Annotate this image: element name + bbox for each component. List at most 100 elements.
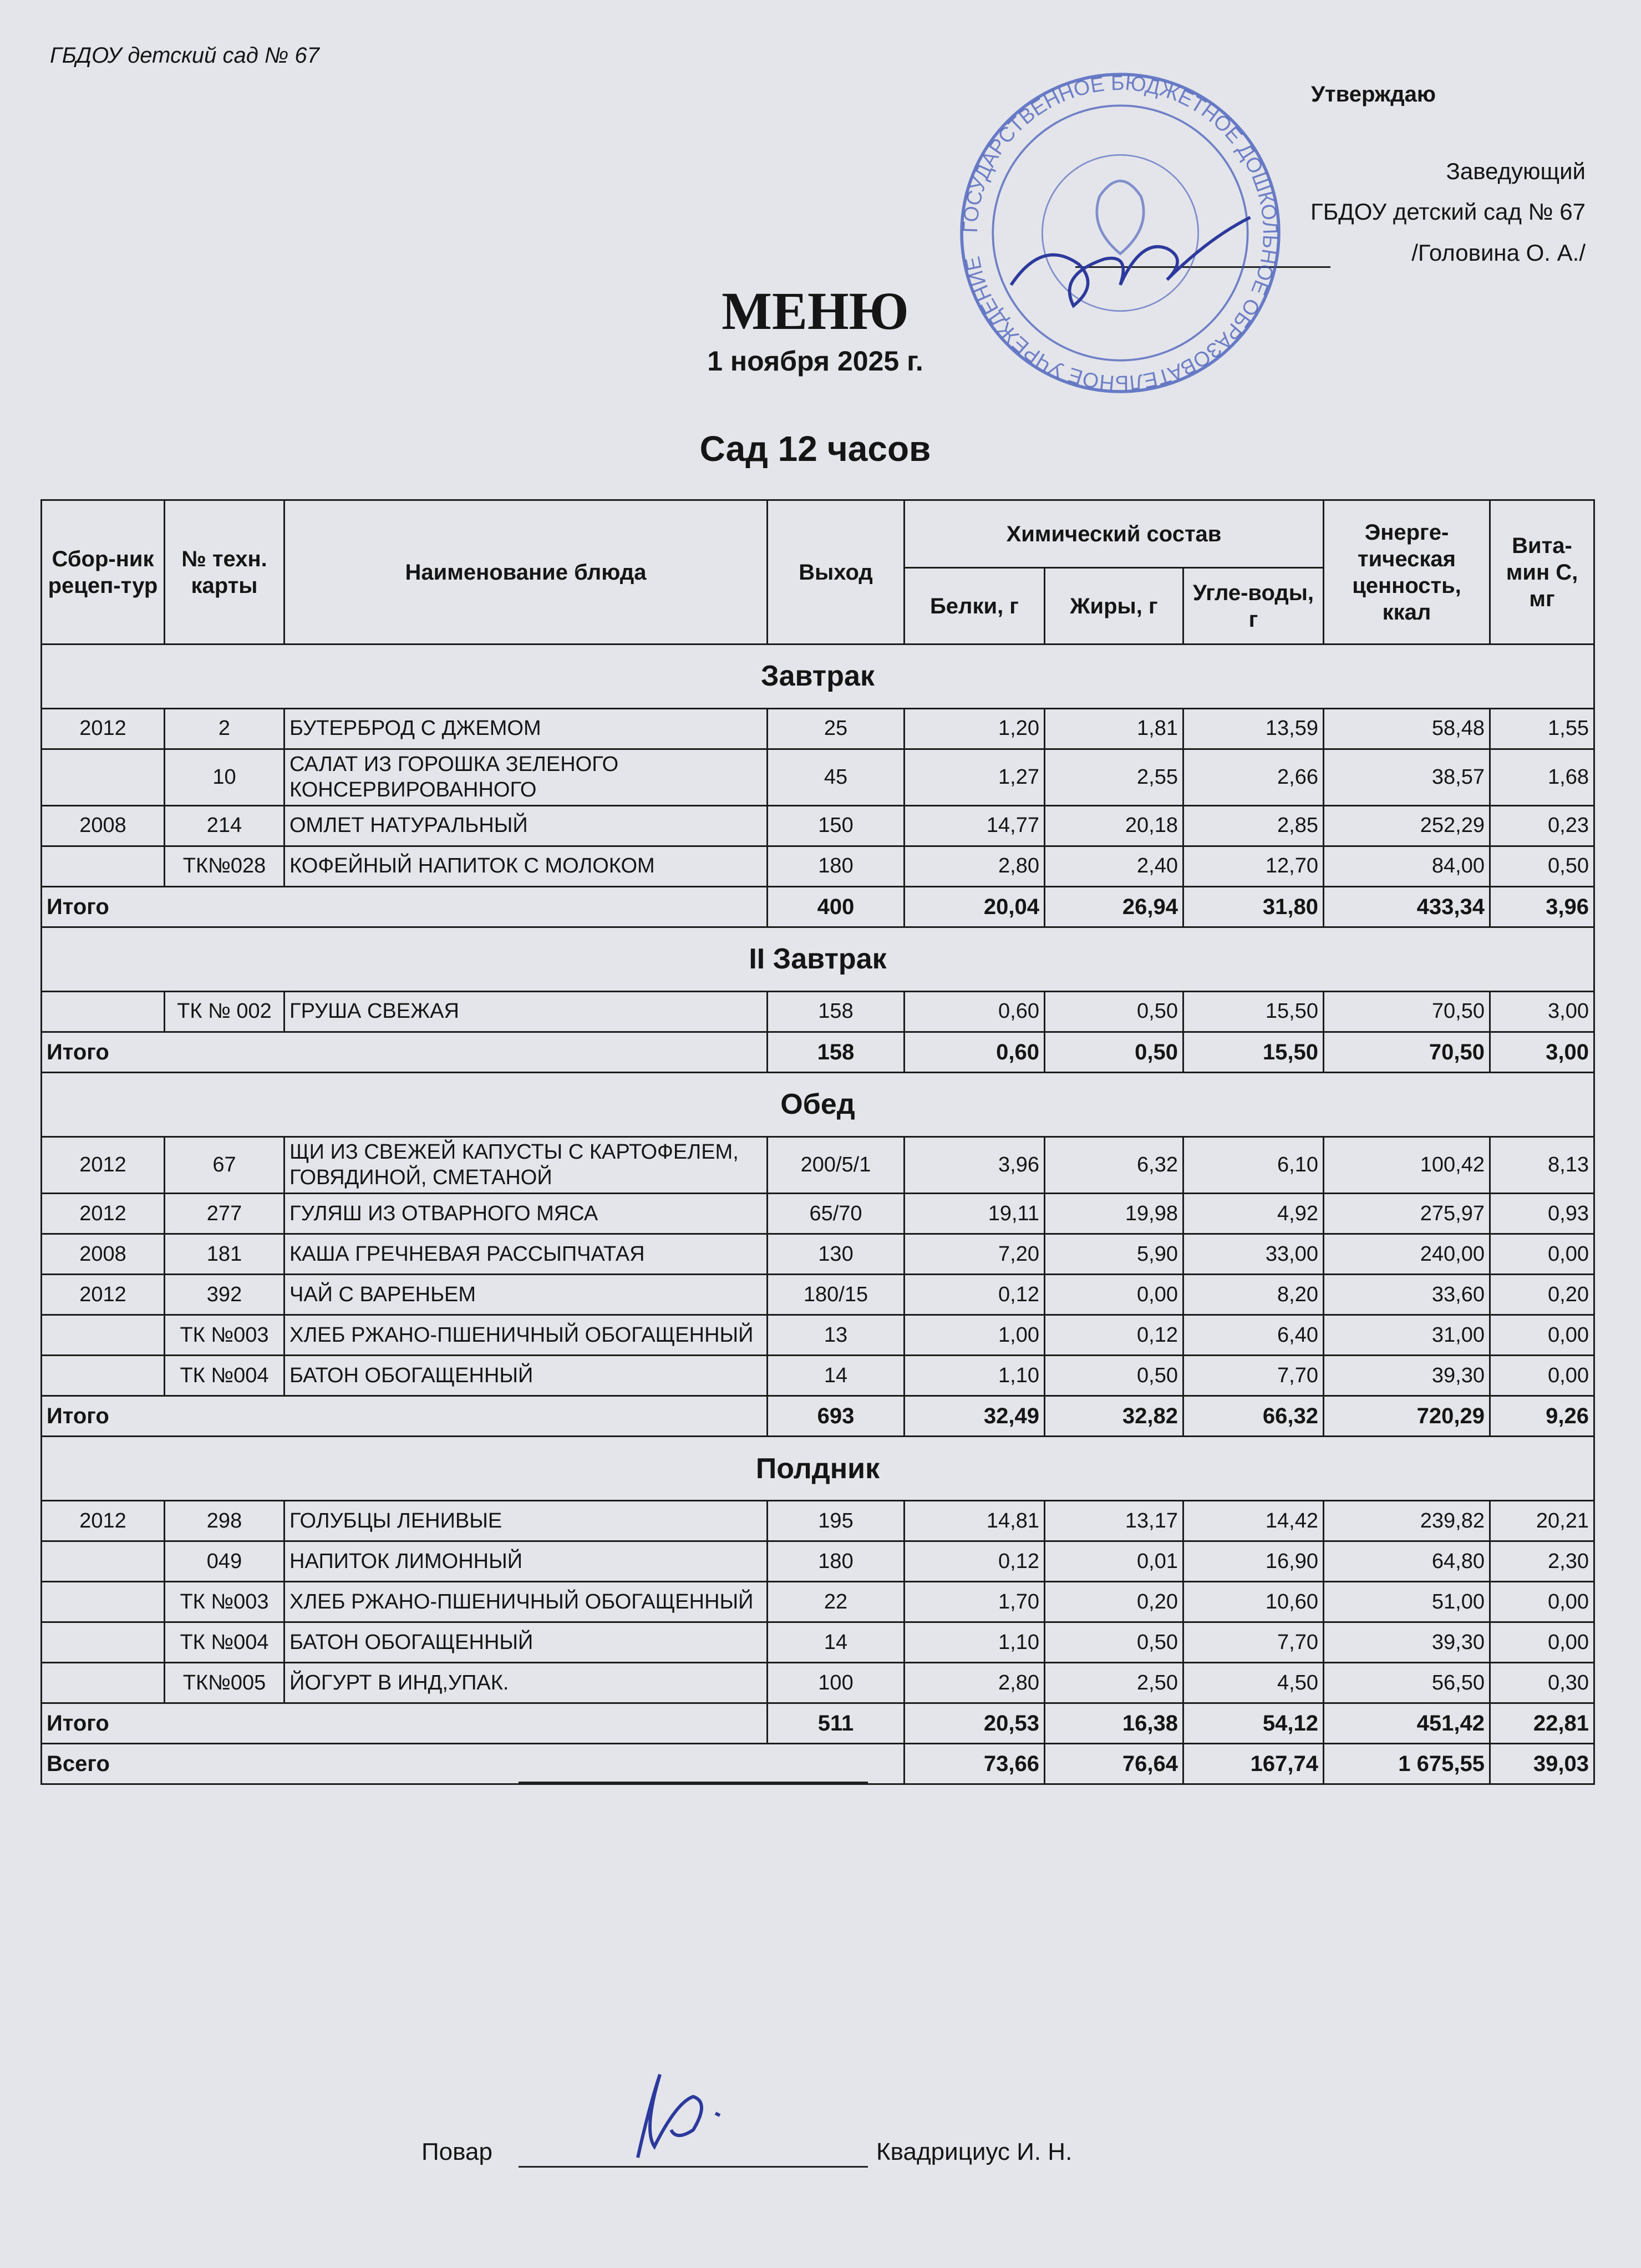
header-vitc: Вита-мин С, мг <box>1489 499 1595 645</box>
vitamin-c: 3,00 <box>1489 991 1595 1033</box>
card: 10 <box>164 748 285 807</box>
output: 13 <box>766 1314 905 1357</box>
energy: 64,80 <box>1323 1540 1491 1583</box>
fat: 0,20 <box>1044 1581 1184 1623</box>
section-total-row: Итого 511 20,53 16,38 54,12 451,42 22,81 <box>40 1702 1595 1745</box>
table-row: ТК №003 ХЛЕБ РЖАНО-ПШЕНИЧНЫЙ ОБОГАЩЕННЫЙ 2… <box>40 1581 1595 1623</box>
output: 158 <box>766 991 905 1033</box>
protein: 1,10 <box>903 1354 1045 1397</box>
collection <box>40 748 165 807</box>
protein: 14,77 <box>903 805 1045 848</box>
vitamin-c: 0,00 <box>1489 1354 1595 1397</box>
energy: 51,00 <box>1323 1581 1491 1623</box>
total-carbs: 31,80 <box>1182 886 1324 928</box>
output: 65/70 <box>766 1193 905 1235</box>
fat: 5,90 <box>1044 1233 1184 1276</box>
dish-name: ГРУША СВЕЖАЯ <box>283 991 768 1033</box>
total-protein: 73,66 <box>903 1743 1045 1785</box>
header-card: № техн. карты <box>164 499 285 645</box>
section-total-row: Итого 400 20,04 26,94 31,80 433,34 3,96 <box>40 886 1595 928</box>
card: 277 <box>164 1193 285 1235</box>
carbs: 14,42 <box>1182 1500 1324 1543</box>
output: 180/15 <box>766 1273 905 1316</box>
output: 150 <box>766 805 905 848</box>
total-fat: 16,38 <box>1044 1702 1184 1745</box>
fat: 0,00 <box>1044 1273 1184 1316</box>
total-energy: 70,50 <box>1323 1031 1491 1074</box>
fat: 6,32 <box>1044 1136 1184 1195</box>
output: 200/5/1 <box>766 1136 905 1195</box>
table-row: ТК№028 КОФЕЙНЫЙ НАПИТОК С МОЛОКОМ 180 2,80 2… <box>40 845 1595 888</box>
dish-name: БАТОН ОБОГАЩЕННЫЙ <box>283 1621 768 1664</box>
total-fat: 0,50 <box>1044 1031 1184 1074</box>
dish-name: ЙОГУРТ В ИНД,УПАК. <box>283 1662 768 1704</box>
protein: 2,80 <box>903 1662 1045 1704</box>
carbs: 10,60 <box>1182 1581 1324 1623</box>
dish-name: ХЛЕБ РЖАНО-ПШЕНИЧНЫЙ ОБОГАЩЕННЫЙ <box>283 1581 768 1623</box>
card: ТК№028 <box>164 845 285 888</box>
energy: 84,00 <box>1323 845 1491 888</box>
energy: 56,50 <box>1323 1662 1491 1704</box>
card: ТК №004 <box>164 1621 285 1664</box>
vitamin-c: 0,93 <box>1489 1193 1595 1235</box>
total-output: 511 <box>766 1702 905 1745</box>
section-total-row: Итого 158 0,60 0,50 15,50 70,50 3,00 <box>40 1031 1595 1074</box>
cook-signature-line <box>519 2166 868 2168</box>
collection: 2012 <box>40 1193 165 1235</box>
collection <box>40 991 165 1033</box>
section-title: Обед <box>40 1072 1595 1138</box>
card: 049 <box>164 1540 285 1583</box>
collection <box>40 1540 165 1583</box>
output: 14 <box>766 1621 905 1664</box>
protein: 0,60 <box>903 991 1045 1033</box>
collection <box>40 1662 165 1704</box>
vitamin-c: 0,20 <box>1489 1273 1595 1316</box>
section-title: II Завтрак <box>40 926 1595 993</box>
section-title: Полдник <box>40 1435 1595 1502</box>
table-row: ТК №004 БАТОН ОБОГАЩЕННЫЙ 14 1,10 0,50 7,70 39… <box>40 1621 1595 1664</box>
vitamin-c: 0,00 <box>1489 1314 1595 1357</box>
protein: 19,11 <box>903 1193 1045 1235</box>
vitamin-c: 0,23 <box>1489 805 1595 848</box>
output: 45 <box>766 748 905 807</box>
total-protein: 20,53 <box>903 1702 1045 1745</box>
table-row: ТК№005 ЙОГУРТ В ИНД,УПАК. 100 2,80 2,50 4,50 5… <box>40 1662 1595 1704</box>
header-name: Наименование блюда <box>283 499 768 645</box>
carbs: 4,50 <box>1182 1662 1324 1704</box>
fat: 0,50 <box>1044 1354 1184 1397</box>
output: 130 <box>766 1233 905 1276</box>
total-label: Итого <box>40 1031 768 1074</box>
section-header: Завтрак <box>40 643 1595 709</box>
collection: 2012 <box>40 1136 165 1195</box>
cook-name: Квадрициус И. Н. <box>876 2138 1073 2165</box>
total-energy: 433,34 <box>1323 886 1491 928</box>
dish-name: КОФЕЙНЫЙ НАПИТОК С МОЛОКОМ <box>283 845 768 888</box>
grand-total-row: Всего 73,66 76,64 167,74 1 675,55 39,03 <box>40 1743 1595 1785</box>
header-collection: Сбор-ник рецеп-тур <box>40 499 165 645</box>
protein: 7,20 <box>903 1233 1045 1276</box>
menu-date: 1 ноября 2025 г. <box>707 346 923 377</box>
dish-name: БУТЕРБРОД С ДЖЕМОМ <box>283 708 768 750</box>
header-fat: Жиры, г <box>1044 567 1184 645</box>
dish-name: ЩИ ИЗ СВЕЖЕЙ КАПУСТЫ С КАРТОФЕЛЕМ, ГОВЯД… <box>283 1136 768 1195</box>
card: ТК №004 <box>164 1354 285 1397</box>
table-row: 2012 392 ЧАЙ С ВАРЕНЬЕМ 180/15 0,12 0,00 8,20 3… <box>40 1273 1595 1316</box>
output: 25 <box>766 708 905 750</box>
table-row: ТК № 002 ГРУША СВЕЖАЯ 158 0,60 0,50 15,50 70,5… <box>40 991 1595 1033</box>
protein: 1,00 <box>903 1314 1045 1357</box>
protein: 1,70 <box>903 1581 1045 1623</box>
header-chem: Химический состав <box>903 499 1324 569</box>
fat: 20,18 <box>1044 805 1184 848</box>
energy: 239,82 <box>1323 1500 1491 1543</box>
total-vitamin-c: 3,96 <box>1489 886 1595 928</box>
energy: 58,48 <box>1323 708 1491 750</box>
carbs: 4,92 <box>1182 1193 1324 1235</box>
total-protein: 20,04 <box>903 886 1045 928</box>
vitamin-c: 8,13 <box>1489 1136 1595 1195</box>
section-header: Полдник <box>40 1435 1595 1502</box>
dish-name: ОМЛЕТ НАТУРАЛЬНЫЙ <box>283 805 768 848</box>
fat: 0,12 <box>1044 1314 1184 1357</box>
table-row: 049 НАПИТОК ЛИМОННЫЙ 180 0,12 0,01 16,90 64,80… <box>40 1540 1595 1583</box>
section-total-row: Итого 693 32,49 32,82 66,32 720,29 9,26 <box>40 1395 1595 1438</box>
energy: 100,42 <box>1323 1136 1491 1195</box>
